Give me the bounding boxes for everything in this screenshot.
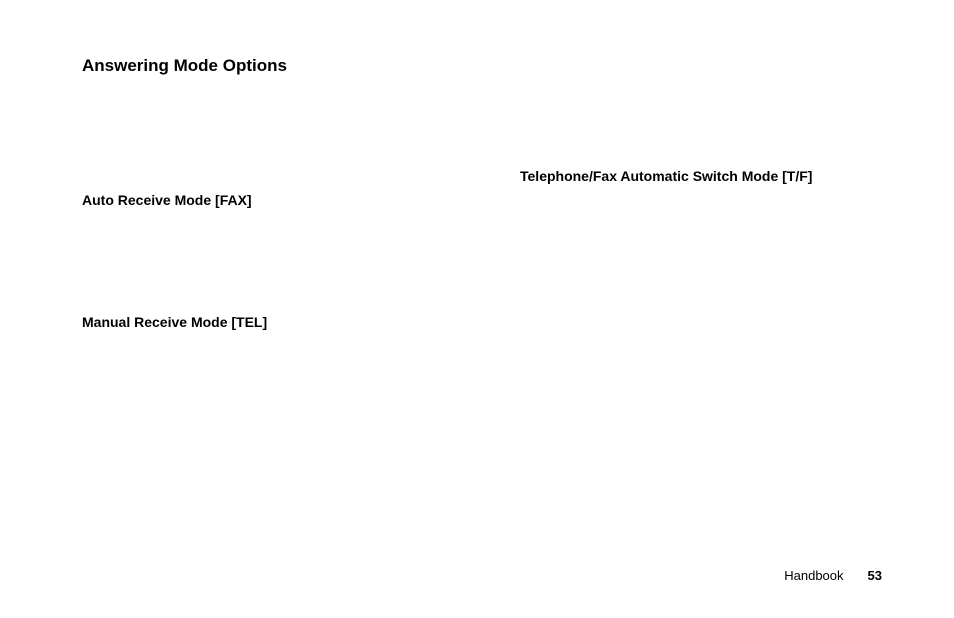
section-title: Answering Mode Options [82, 56, 287, 76]
document-page: Answering Mode Options Auto Receive Mode… [0, 0, 954, 618]
footer-label: Handbook [784, 568, 843, 583]
footer-page-number: 53 [868, 568, 882, 583]
subheading-tf-switch: Telephone/Fax Automatic Switch Mode [T/F… [520, 168, 812, 184]
page-footer: Handbook 53 [784, 568, 882, 583]
subheading-manual-receive: Manual Receive Mode [TEL] [82, 314, 267, 330]
subheading-auto-receive: Auto Receive Mode [FAX] [82, 192, 252, 208]
